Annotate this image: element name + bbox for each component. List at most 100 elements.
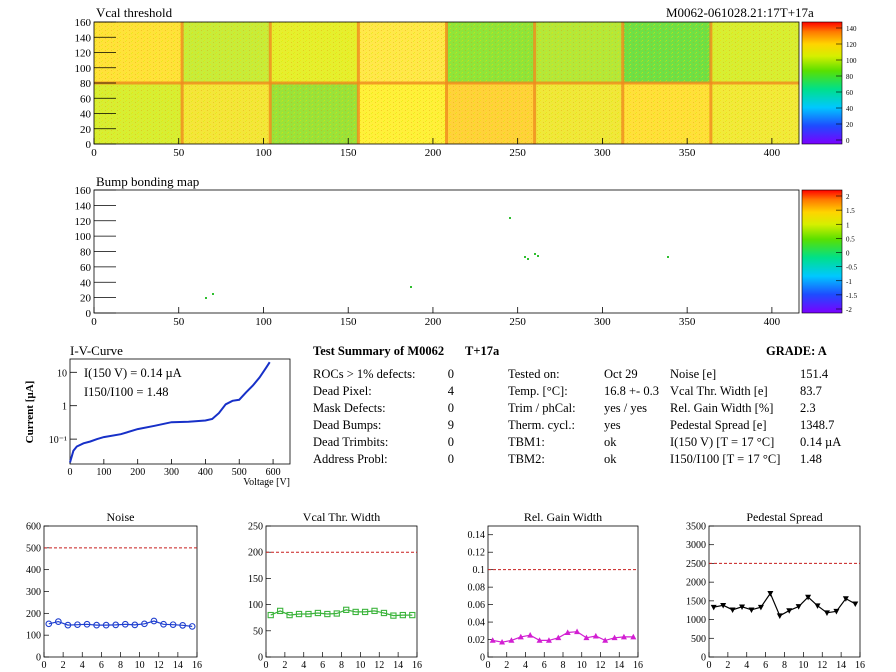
small-y-tick-label: 250 bbox=[248, 522, 263, 533]
iv-x-tick-label: 500 bbox=[232, 467, 247, 478]
series-point bbox=[343, 606, 350, 613]
series-point bbox=[536, 637, 543, 643]
palette-label: -0.5 bbox=[846, 264, 858, 272]
map-y-tick-label: 40 bbox=[80, 277, 92, 289]
small-x-tick-label: 4 bbox=[80, 660, 85, 671]
vcal-roc-block bbox=[534, 22, 623, 83]
iv-x-tick-label: 600 bbox=[266, 467, 281, 478]
module-label: M0062-061028.21:17T+17a bbox=[666, 5, 814, 20]
series-point bbox=[74, 621, 81, 629]
small-x-tick-label: 8 bbox=[561, 660, 566, 671]
summary-label: Therm. cycl.: bbox=[508, 418, 575, 432]
series-point bbox=[729, 607, 736, 614]
small-x-tick-label: 14 bbox=[173, 660, 183, 671]
small-x-tick-label: 4 bbox=[744, 660, 749, 671]
small-x-tick-label: 12 bbox=[817, 660, 827, 671]
small-x-tick-label: 10 bbox=[798, 660, 808, 671]
map-y-tick-label: 100 bbox=[75, 63, 92, 75]
map-x-tick-label: 400 bbox=[764, 316, 781, 328]
series-point bbox=[814, 603, 821, 609]
map-y-tick-label: 20 bbox=[80, 293, 92, 305]
roc-boundary bbox=[533, 22, 537, 144]
vcal-roc-block bbox=[710, 22, 799, 83]
series-point bbox=[517, 633, 524, 640]
roc-boundary bbox=[268, 22, 272, 144]
series-point bbox=[380, 609, 388, 617]
series-point bbox=[324, 610, 331, 618]
summary-value: 16.8 +- 0.3 bbox=[604, 384, 659, 398]
summary-value: 4 bbox=[447, 384, 454, 398]
vcal-roc-block bbox=[94, 22, 183, 83]
palette-label: 100 bbox=[846, 57, 857, 65]
roc-boundary bbox=[445, 22, 448, 144]
small-series-line bbox=[48, 620, 193, 627]
small-y-tick-label: 1000 bbox=[686, 615, 706, 626]
small-y-tick-label: 3000 bbox=[686, 540, 706, 551]
small-x-tick-label: 2 bbox=[61, 660, 66, 671]
roc-boundary bbox=[621, 22, 625, 144]
series-point bbox=[499, 638, 506, 645]
series-point bbox=[102, 621, 110, 629]
iv-ratio-text: I150/I100 = 1.48 bbox=[84, 385, 169, 399]
series-point bbox=[121, 620, 129, 628]
map-x-tick-label: 250 bbox=[509, 147, 526, 159]
series-point bbox=[93, 621, 100, 629]
small-x-tick-label: 16 bbox=[855, 660, 865, 671]
series-point bbox=[83, 620, 91, 628]
summary-label: Dead Pixel: bbox=[313, 384, 372, 398]
palette-label: 0 bbox=[846, 137, 850, 145]
map-y-tick-label: 140 bbox=[75, 32, 92, 44]
map-x-tick-label: 0 bbox=[91, 147, 97, 159]
series-point bbox=[131, 621, 139, 629]
vcal-map-title: Vcal threshold bbox=[96, 5, 173, 20]
summary-label: Rel. Gain Width [%] bbox=[670, 401, 774, 415]
summary-temp-tag: T+17a bbox=[465, 344, 500, 358]
roc-boundary bbox=[709, 22, 713, 144]
small-x-tick-label: 10 bbox=[355, 660, 365, 671]
small-y-tick-label: 100 bbox=[26, 631, 41, 642]
summary-label: Vcal Thr. Width [e] bbox=[670, 384, 768, 398]
small-x-tick-label: 8 bbox=[339, 660, 344, 671]
small-x-tick-label: 2 bbox=[504, 660, 509, 671]
small-x-tick-label: 14 bbox=[836, 660, 846, 671]
small-x-tick-label: 16 bbox=[633, 660, 643, 671]
small-series-line bbox=[492, 631, 634, 643]
summary-label: Address Probl: bbox=[313, 452, 388, 466]
summary-value: ok bbox=[604, 435, 617, 449]
small-x-tick-label: 0 bbox=[42, 660, 47, 671]
map-x-tick-label: 350 bbox=[679, 316, 696, 328]
series-point bbox=[361, 608, 369, 616]
small-x-tick-label: 10 bbox=[135, 660, 145, 671]
map-y-tick-label: 0 bbox=[86, 308, 92, 320]
small-y-tick-label: 100 bbox=[248, 600, 263, 611]
map-x-tick-label: 100 bbox=[255, 316, 272, 328]
series-point bbox=[795, 604, 802, 610]
small-chart-3: Rel. Gain Width 0 2 4 6 8 10 12 14 16 0 0.02 0.04 0.0… bbox=[468, 510, 644, 671]
small-chart-frame bbox=[487, 525, 639, 658]
series-point bbox=[508, 637, 515, 643]
small-x-tick-label: 0 bbox=[264, 660, 269, 671]
small-y-tick-label: 0 bbox=[701, 653, 706, 664]
small-x-tick-label: 8 bbox=[118, 660, 123, 671]
vcal-roc-block bbox=[446, 83, 535, 144]
summary-grade: GRADE: A bbox=[766, 344, 827, 358]
series-point bbox=[169, 621, 177, 629]
palette-label: -2 bbox=[846, 306, 852, 314]
summary-label: TBM2: bbox=[508, 452, 545, 466]
map-x-tick-label: 150 bbox=[340, 316, 357, 328]
map-x-tick-label: 100 bbox=[255, 147, 272, 159]
map-y-tick-label: 120 bbox=[75, 48, 92, 60]
map-y-tick-label: 100 bbox=[75, 231, 92, 243]
small-x-tick-label: 16 bbox=[192, 660, 202, 671]
small-y-tick-label: 0.04 bbox=[468, 618, 486, 629]
small-y-tick-label: 2500 bbox=[686, 559, 706, 570]
summary-value: 1.48 bbox=[800, 452, 822, 466]
series-point bbox=[823, 610, 830, 617]
map-x-tick-label: 350 bbox=[679, 147, 696, 159]
small-x-tick-label: 16 bbox=[412, 660, 422, 671]
series-point bbox=[630, 633, 637, 640]
small-y-tick-label: 500 bbox=[26, 543, 41, 554]
small-y-tick-label: 500 bbox=[691, 634, 706, 645]
series-point bbox=[776, 613, 783, 620]
series-point bbox=[842, 596, 849, 602]
